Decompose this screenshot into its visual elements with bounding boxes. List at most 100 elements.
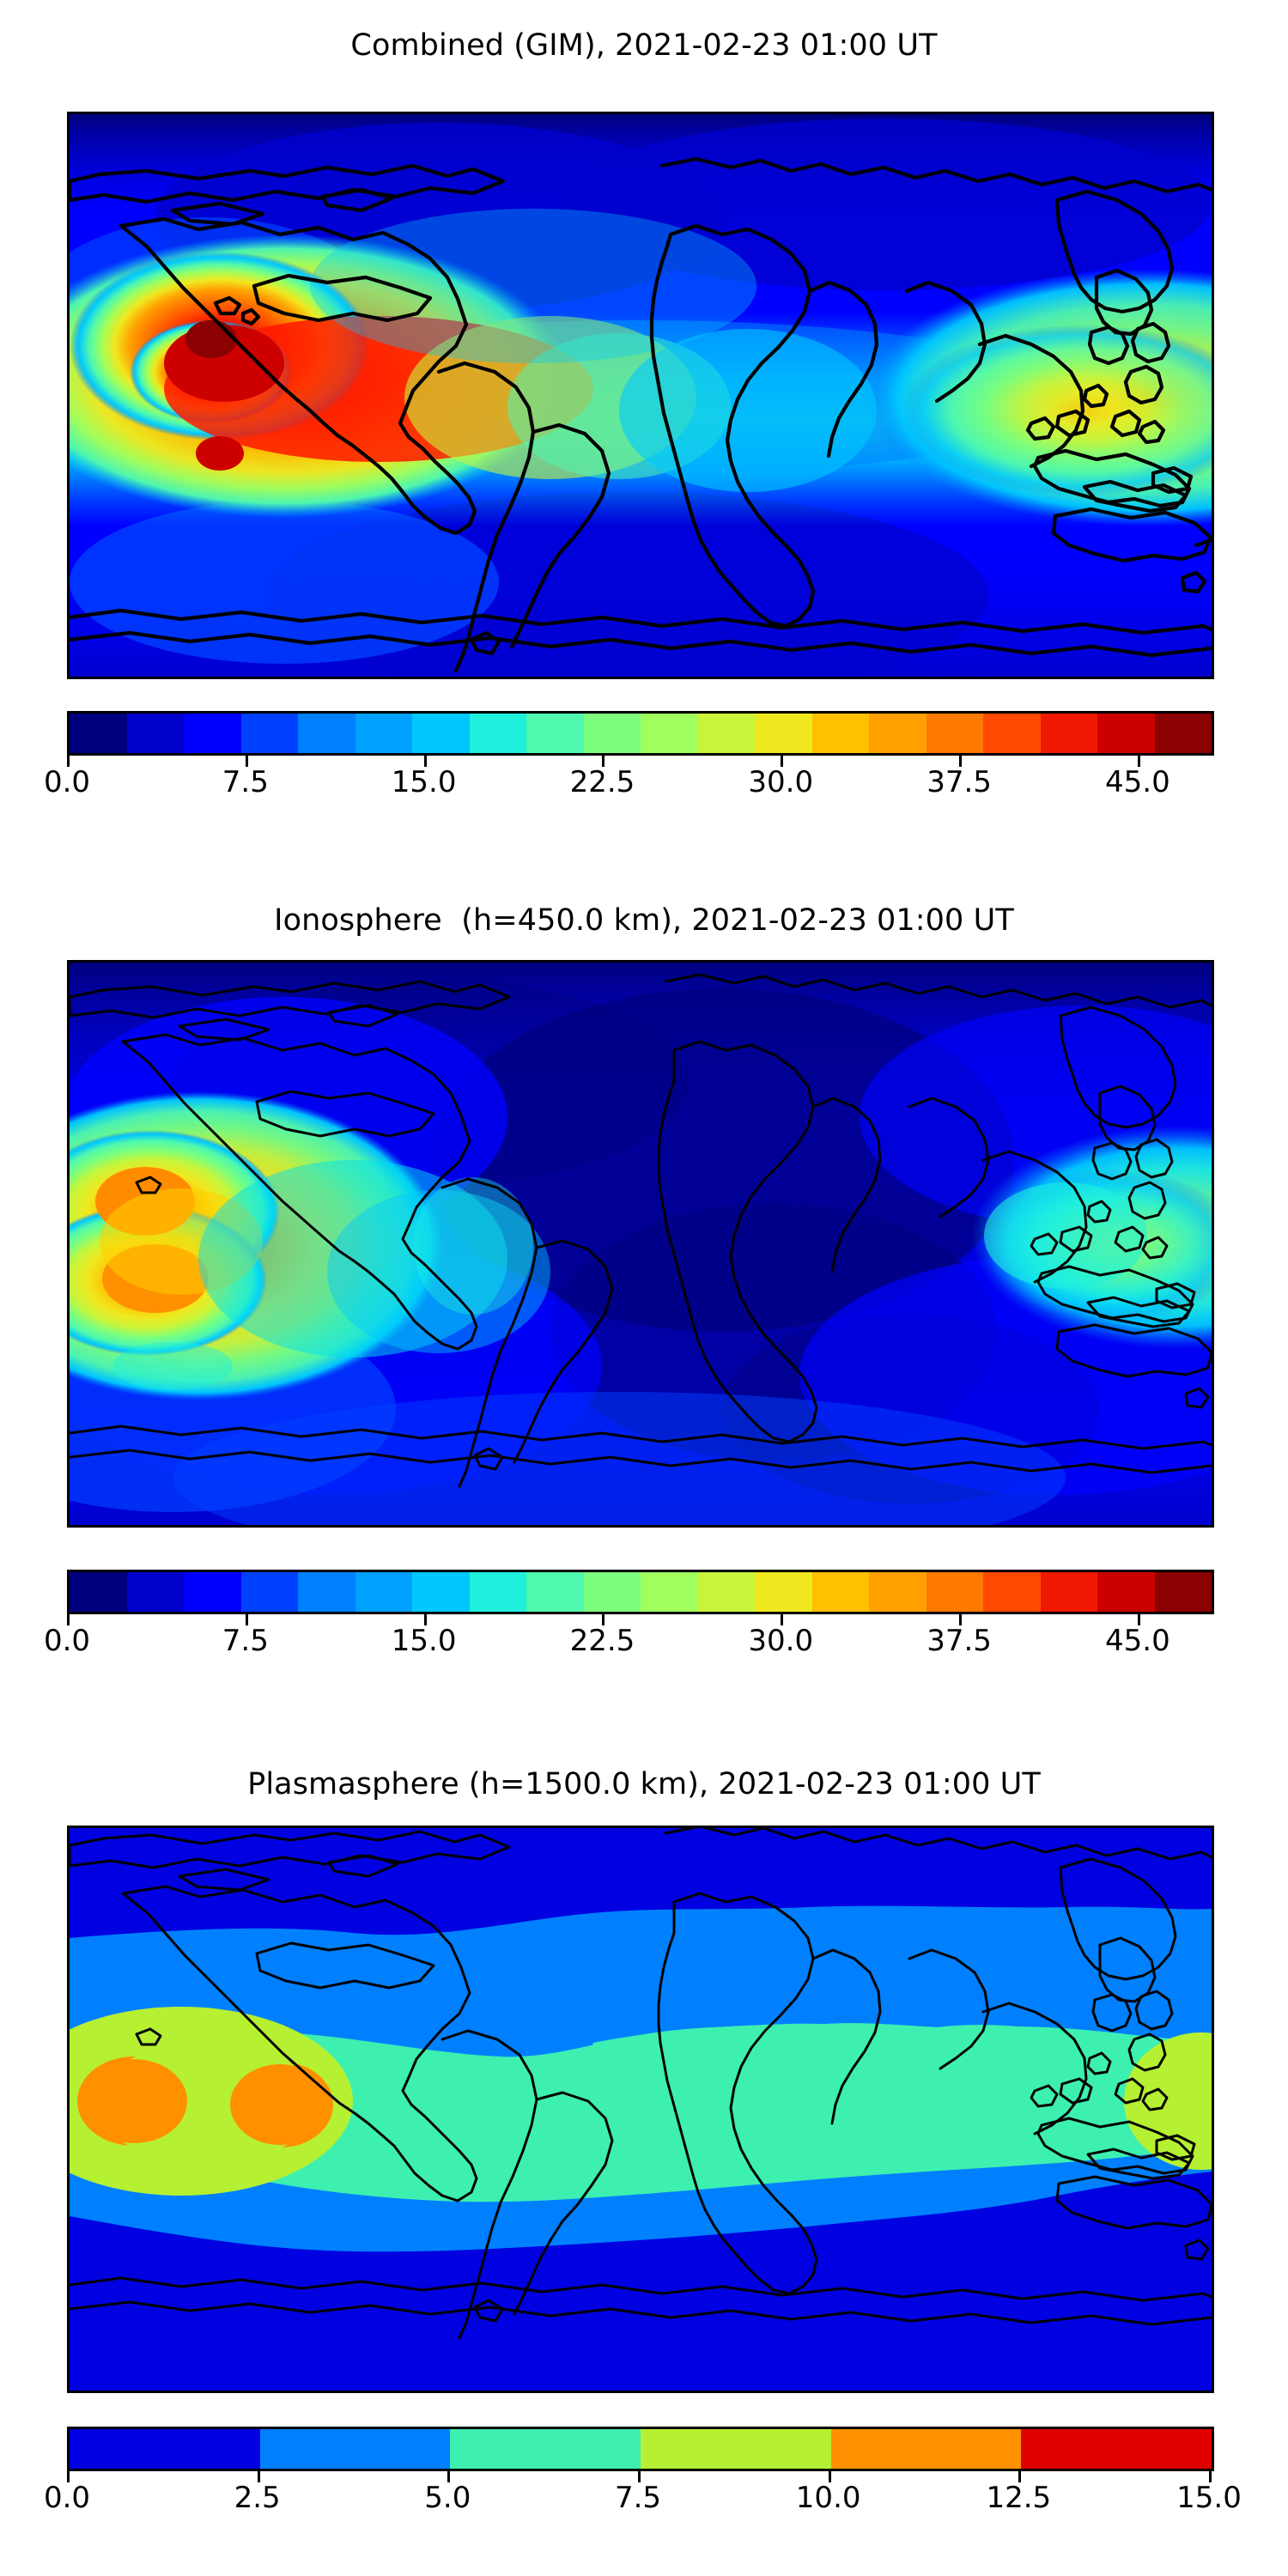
colorbar-tick [1137,756,1140,767]
colorbar-wrap-ionosphere: 0.0 7.5 15.0 22.5 30.0 37.5 45.0 [44,1570,1214,1724]
colorbar-labels-ionosphere: 0.0 7.5 15.0 22.5 30.0 37.5 45.0 [44,1624,1209,1666]
colorbar-swatch [240,714,298,753]
colorbar-swatch [126,714,184,753]
colorbar-tick-label: 45.0 [1105,1624,1170,1658]
colorbar-tick [245,756,248,767]
colorbar-swatch [830,2429,1022,2469]
panel-plasmasphere: Plasmasphere (h=1500.0 km), 2021-02-23 0… [0,1743,1288,2576]
colorbar-swatch [1154,1572,1212,1612]
colorbar-swatch [259,2429,451,2469]
colorbar-labels-plasmasphere: 0.0 2.5 5.0 7.5 10.0 12.5 15.0 [44,2481,1242,2523]
colorbar-tick-label: 5.0 [424,2481,471,2515]
colorbar-swatch [755,1572,812,1612]
colorbar-ticks-ionosphere [67,1614,1209,1626]
colorbar-swatch [697,1572,755,1612]
colorbar-swatch [298,714,355,753]
coastlines-combined [70,156,1212,673]
colorbar-tick [67,1614,70,1625]
colorbar-swatch [1097,714,1155,753]
map-canvas-combined [70,114,1212,677]
colorbar-tick [781,756,784,767]
colorbar-tick [959,756,963,767]
colorbar-tick [67,756,70,767]
map-plasmasphere [67,1826,1214,2393]
colorbar-tick-label: 7.5 [222,1624,269,1658]
colorbar-tick-label: 2.5 [234,2481,281,2515]
colorbar-swatch [926,1572,983,1612]
contour-field-plasmasphere [70,1828,1212,2391]
colorbar-tick-label: 45.0 [1105,765,1170,799]
panel-ionosphere: Ionosphere (h=450.0 km), 2021-02-23 01:0… [0,867,1288,1743]
colorbar-swatch [355,1572,412,1612]
colorbar-tick [1018,2471,1022,2482]
colorbar-tick [1209,2471,1212,2482]
colorbar-swatch [869,714,927,753]
colorbar-tick-label: 22.5 [569,765,635,799]
colorbar-tick [245,1614,248,1625]
colorbar-swatch [1040,1572,1097,1612]
colorbar-swatch [811,1572,869,1612]
colorbar-swatch [1021,2429,1212,2469]
map-canvas-ionosphere [70,963,1212,1525]
colorbar-tick-label: 15.0 [391,1624,457,1658]
colorbar-tick [257,2471,260,2482]
colorbar-wrap-combined: 0.0 7.5 15.0 22.5 30.0 37.5 45.0 [44,711,1214,866]
colorbar-combined [67,711,1214,756]
colorbar-tick-label: 12.5 [986,2481,1052,2515]
colorbar-tick [423,1614,427,1625]
colorbar-swatch [526,714,584,753]
colorbar-swatch [641,2429,831,2469]
colorbar-swatch [70,2429,260,2469]
colorbar-tick-label: 30.0 [748,765,814,799]
colorbar-tick [602,1614,605,1625]
colorbar-tick [638,2471,641,2482]
colorbar-tick [781,1614,784,1625]
colorbar-swatch [583,714,641,753]
colorbar-tick-label: 15.0 [1176,2481,1242,2515]
colorbar-swatch [1154,714,1212,753]
colorbar-swatch [240,1572,298,1612]
map-combined-gim [67,112,1214,679]
colorbar-swatch [298,1572,355,1612]
colorbar-ionosphere [67,1570,1214,1614]
colorbar-tick-label: 15.0 [391,765,457,799]
colorbar-tick-label: 7.5 [614,2481,662,2515]
colorbar-swatch [983,714,1041,753]
colorbar-tick [67,2471,70,2482]
colorbar-swatch [469,714,526,753]
colorbar-tick-label: 0.0 [43,2481,91,2515]
colorbar-swatch [1097,1572,1155,1612]
coastlines-ionosphere [70,973,1212,1488]
panel-title-plasmasphere: Plasmasphere (h=1500.0 km), 2021-02-23 0… [247,1767,1041,1801]
panel-combined-gim: Combined (GIM), 2021-02-23 01:00 UT [0,0,1288,867]
colorbar-plasmasphere [67,2427,1214,2471]
panel-title-combined: Combined (GIM), 2021-02-23 01:00 UT [350,28,938,63]
colorbar-swatch [641,714,698,753]
colorbar-labels-combined: 0.0 7.5 15.0 22.5 30.0 37.5 45.0 [44,765,1209,807]
colorbar-swatch [1040,714,1097,753]
colorbar-swatch [70,1572,127,1612]
colorbar-tick-label: 37.5 [927,1624,992,1658]
coastlines-plasmasphere [70,1828,1212,2340]
colorbar-tick [959,1614,963,1625]
colorbar-swatch [869,1572,927,1612]
colorbar-swatch [450,2429,641,2469]
colorbar-swatch [469,1572,526,1612]
colorbar-swatch [526,1572,584,1612]
colorbar-tick [447,2471,451,2482]
colorbar-tick [1137,1614,1140,1625]
colorbar-tick-label: 0.0 [43,1624,91,1658]
colorbar-swatch [583,1572,641,1612]
colorbar-swatch [184,714,241,753]
colorbar-wrap-plasmasphere: 0.0 2.5 5.0 7.5 10.0 12.5 15.0 [44,2427,1242,2576]
colorbar-swatch [126,1572,184,1612]
colorbar-swatch [641,1572,698,1612]
colorbar-tick-label: 37.5 [927,765,992,799]
map-canvas-plasmasphere [70,1828,1212,2391]
colorbar-tick-label: 22.5 [569,1624,635,1658]
colorbar-swatch [70,714,127,753]
colorbar-ticks-plasmasphere [67,2471,1212,2483]
colorbar-ticks-combined [67,756,1209,768]
colorbar-swatch [184,1572,241,1612]
